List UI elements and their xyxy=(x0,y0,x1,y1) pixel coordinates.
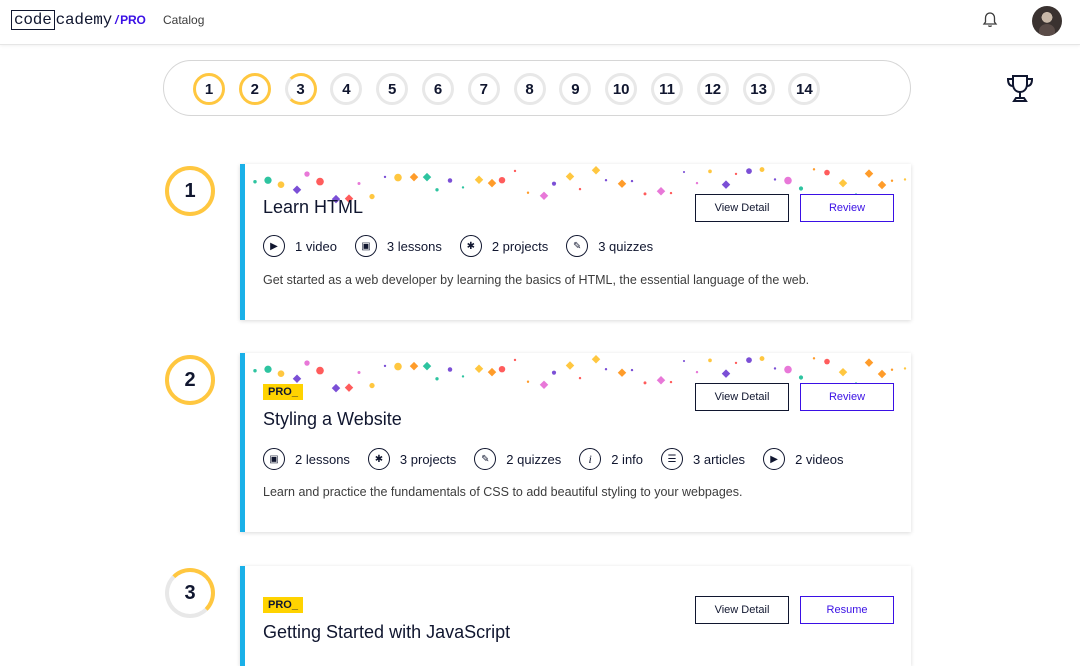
catalog-link[interactable]: Catalog xyxy=(163,13,205,27)
lesson-icon: ▣ xyxy=(263,448,285,470)
progress-step-1[interactable]: 1 xyxy=(193,73,225,105)
codecademy-logo[interactable]: code cademy / PRO xyxy=(11,10,146,30)
module-title: Styling a Website xyxy=(263,409,402,429)
review-button[interactable]: Review xyxy=(800,383,894,411)
module-number-1: 1 xyxy=(165,166,215,216)
progress-step-14[interactable]: 14 xyxy=(788,73,821,105)
stat-articles: ☰ 3 articles xyxy=(661,448,745,470)
module-card-1[interactable]: Learn HTML View Detail Review ▶ 1 video ▣… xyxy=(240,164,911,320)
lesson-icon: ▣ xyxy=(354,235,377,257)
module-number-2: 2 xyxy=(165,355,215,405)
progress-step-13[interactable]: 13 xyxy=(742,73,775,105)
progress-step-4[interactable]: 4 xyxy=(330,73,363,105)
bell-icon[interactable] xyxy=(981,11,999,29)
progress-step-2[interactable]: 2 xyxy=(238,73,271,105)
quiz-icon: ✎ xyxy=(474,448,497,470)
stat-projects: ✱ 3 projects xyxy=(367,448,456,470)
path-progress-bar: 1 2 3 4 5 6 7 8 9 10 11 12 13 14 xyxy=(163,60,1034,116)
stat-projects: ✱ 2 projects xyxy=(459,235,548,257)
confetti-decoration xyxy=(253,165,907,204)
view-detail-button[interactable]: View Detail xyxy=(695,194,789,222)
trophy-icon xyxy=(1006,75,1034,102)
puzzle-icon: ✱ xyxy=(367,448,390,470)
progress-step-8[interactable]: 8 xyxy=(513,73,546,105)
stat-quizzes: ✎ 3 quizzes xyxy=(566,235,653,257)
article-icon: ☰ xyxy=(661,448,684,470)
stat-lessons: ▣ 3 lessons xyxy=(354,235,442,257)
progress-step-7[interactable]: 7 xyxy=(467,73,500,105)
puzzle-icon: ✱ xyxy=(459,235,482,257)
stat-lessons: ▣ 2 lessons xyxy=(263,448,350,470)
resume-button[interactable]: Resume xyxy=(800,596,894,624)
progress-step-9[interactable]: 9 xyxy=(559,73,592,105)
stat-videos: ▶ 2 videos xyxy=(763,448,843,470)
user-avatar[interactable] xyxy=(1032,6,1062,36)
module-card-3[interactable]: PRO_ Getting Started with JavaScript Vie… xyxy=(240,566,911,666)
progress-step-12[interactable]: 12 xyxy=(696,73,729,105)
info-icon: i xyxy=(579,448,602,470)
stat-quizzes: ✎ 2 quizzes xyxy=(474,448,561,470)
view-detail-button[interactable]: View Detail xyxy=(695,383,789,411)
module-title: Learn HTML xyxy=(263,197,364,217)
pro-badge: PRO_ xyxy=(263,384,303,400)
module-description: Get started as a web developer by learni… xyxy=(263,273,810,287)
progress-step-5[interactable]: 5 xyxy=(376,73,409,105)
logo-pro: PRO xyxy=(120,13,146,27)
progress-step-10[interactable]: 10 xyxy=(605,73,638,105)
progress-step-3[interactable]: 3 xyxy=(284,73,317,105)
module-title: Getting Started with JavaScript xyxy=(263,622,511,642)
quiz-icon: ✎ xyxy=(566,235,589,257)
module-description: Learn and practice the fundamentals of C… xyxy=(263,485,743,499)
review-button[interactable]: Review xyxy=(800,194,894,222)
pro-badge: PRO_ xyxy=(263,597,303,613)
stat-videos: ▶ 1 video xyxy=(263,235,337,257)
module-number-3: 3 xyxy=(165,568,215,618)
top-nav: code cademy / PRO Catalog xyxy=(0,0,1080,45)
logo-slash: / xyxy=(115,13,119,27)
view-detail-button[interactable]: View Detail xyxy=(695,596,789,624)
logo-rest: cademy xyxy=(55,11,113,29)
module-stats: ▶ 1 video ▣ 3 lessons ✱ 2 projects ✎ 3 quizz… xyxy=(263,235,671,257)
progress-step-6[interactable]: 6 xyxy=(422,73,454,105)
progress-step-11[interactable]: 11 xyxy=(651,73,683,105)
module-card-2[interactable]: PRO_ Styling a Website View Detail Revie… xyxy=(240,353,911,532)
logo-code: code xyxy=(11,10,55,30)
play-icon: ▶ xyxy=(763,448,786,470)
play-icon: ▶ xyxy=(263,235,285,257)
